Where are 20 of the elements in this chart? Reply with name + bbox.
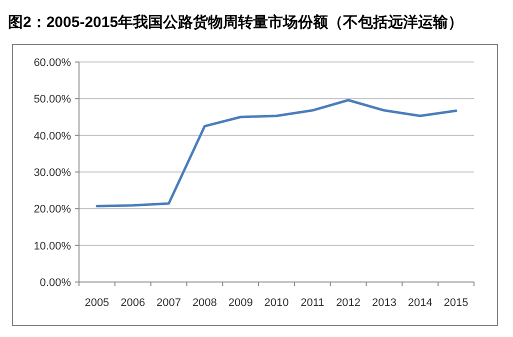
x-tick-label: 2014 xyxy=(408,297,432,309)
x-tick-label: 2008 xyxy=(192,297,217,309)
x-tick-label: 2011 xyxy=(300,297,324,309)
x-tick-label: 2007 xyxy=(156,297,182,309)
x-tick-label: 2009 xyxy=(228,297,253,309)
chart-title: 图2：2005-2015年我国公路货物周转量市场份额（不包括远洋运输） xyxy=(8,13,464,31)
line-series xyxy=(96,98,458,208)
x-tick-label: 2015 xyxy=(444,297,468,309)
y-tick-label: 30.00% xyxy=(34,167,72,179)
y-tick-label: 0.00% xyxy=(40,277,72,289)
y-tick-label: 50.00% xyxy=(34,94,72,106)
y-tick-label: 60.00% xyxy=(34,57,72,69)
y-tick-label: 20.00% xyxy=(34,204,72,216)
x-tick-label: 2012 xyxy=(336,297,361,309)
x-tick-label: 2010 xyxy=(264,297,289,309)
x-tick-label: 2005 xyxy=(84,297,110,309)
y-tick-label: 10.00% xyxy=(34,240,72,252)
x-tick-label: 2013 xyxy=(372,297,396,309)
x-tick-label: 2006 xyxy=(120,297,146,309)
y-tick-label: 40.00% xyxy=(34,130,72,142)
